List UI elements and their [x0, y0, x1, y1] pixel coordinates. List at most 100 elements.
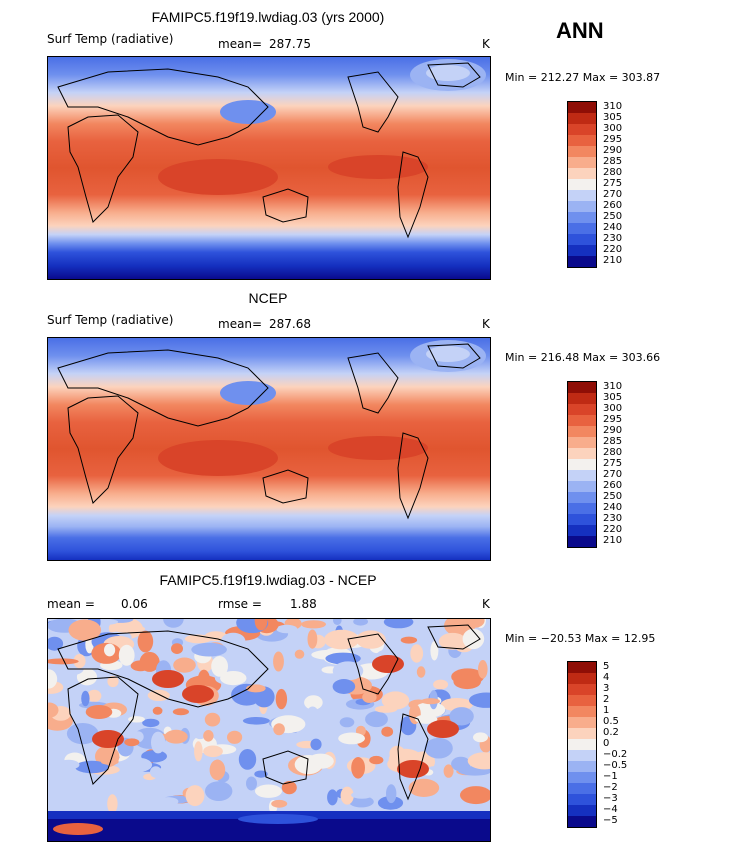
diff-map-patch [137, 630, 154, 653]
panel2-colorbar-cell [568, 481, 596, 492]
panel2-colorbar-label: 240 [603, 502, 623, 513]
diff-map-patch [254, 770, 268, 778]
diff-map-patch [85, 705, 113, 719]
diff-map-patch [130, 660, 151, 672]
panel3-colorbar-cell [568, 772, 596, 783]
panel3-map-svg [48, 619, 490, 841]
diff-map-patch [254, 619, 268, 631]
panel3-colorbar-cell [568, 761, 596, 772]
diff-map-patch [158, 797, 179, 806]
diff-map-patch [377, 738, 390, 748]
diff-map-patch [160, 763, 187, 771]
panel1-colorbar-cell [568, 135, 596, 146]
panel2-mean-label: mean= [218, 317, 263, 331]
diff-map-hotspot [182, 685, 214, 703]
diff-map-patch [408, 778, 440, 797]
diff-map-hotspot [427, 720, 459, 738]
panel2-map [47, 337, 491, 561]
panel2-colorbar-cell [568, 448, 596, 459]
diff-map-patch [118, 644, 135, 666]
panel1-title: FAMIPC5.f19f19.lwdiag.03 (yrs 2000) [151, 9, 385, 25]
diff-map-patch [48, 636, 64, 651]
panel2-variable: Surf Temp (radiative) [47, 313, 174, 327]
diff-map-patch [353, 619, 368, 626]
panel3-colorbar-cell [568, 783, 596, 794]
diff-map-patch [74, 760, 109, 774]
diff-map-patch [332, 661, 364, 681]
panel3-colorbar-label: 2 [603, 694, 610, 705]
diff-map-patch [142, 718, 160, 728]
diff-map-patch [255, 784, 282, 798]
diff-map-patch [381, 726, 394, 737]
diff-map-patch [369, 755, 384, 765]
diff-map-patch [460, 786, 490, 805]
panel2-colorbar-cell [568, 525, 596, 536]
panel2-colorbar-cell [568, 514, 596, 525]
diff-map-patch [449, 707, 474, 726]
panel1-colorbar-cell [568, 256, 596, 267]
panel2-colorbar-cell [568, 536, 596, 547]
diff-map-patch [374, 705, 398, 713]
diff-map-patch [152, 706, 163, 715]
diff-map-patch [48, 702, 59, 718]
panel3-colorbar-label: −5 [603, 815, 618, 826]
panel1-colorbar-label: 310 [603, 101, 623, 112]
panel3-colorbar-cell [568, 673, 596, 684]
diff-map-patch [433, 679, 449, 690]
diff-map-patch [271, 799, 288, 808]
diff-map-patch [421, 698, 440, 705]
panel2-colorbar-label: 310 [603, 381, 623, 392]
panel3-colorbar-cell [568, 728, 596, 739]
panel3-minmax: Min = −20.53 Max = 12.95 [505, 632, 656, 645]
panel1-colorbar [567, 101, 597, 268]
panel1-colorbar-label: 280 [603, 167, 623, 178]
panel1-colorbar-label: 220 [603, 244, 623, 255]
diff-map-patch [273, 723, 285, 736]
diff-map-patch [276, 624, 298, 634]
panel3-rmse-label: rmse = [218, 597, 262, 611]
panel3-colorbar-label: −0.2 [603, 749, 628, 760]
diff-map-patch [467, 752, 490, 770]
diff-map-patch [469, 692, 490, 708]
panel3-colorbar-cell [568, 750, 596, 761]
diff-map-patch [124, 738, 140, 747]
panel1-variable: Surf Temp (radiative) [47, 32, 174, 46]
panel3-colorbar-cell [568, 805, 596, 816]
panel2-title: NCEP [248, 290, 288, 306]
diff-map-patch [173, 657, 196, 673]
panel1-mean-label: mean= [218, 37, 263, 51]
diff-map-patch [204, 712, 221, 727]
diff-map-patch [48, 658, 79, 665]
panel3-colorbar-cell [568, 739, 596, 750]
panel2-colorbar-cell [568, 503, 596, 514]
diff-map-patch [351, 791, 373, 799]
diff-map-patch [107, 675, 119, 688]
diff-map-patch [304, 695, 323, 710]
diff-map-patch [348, 796, 374, 808]
diff-map-patch [203, 745, 223, 758]
panel3-colorbar-label: 0 [603, 738, 610, 749]
diff-map-patch [362, 691, 377, 703]
panel2-colorbar-label: 275 [603, 458, 623, 469]
panel2-colorbar-cell [568, 470, 596, 481]
panel3-colorbar-label: 1 [603, 705, 610, 716]
panel2-units: K [482, 317, 490, 331]
diff-map-patch [73, 654, 86, 669]
diff-map-patch [48, 669, 58, 689]
panel1-colorbar-label: 290 [603, 145, 623, 156]
diff-map-patch [147, 689, 170, 701]
diff-map-patch [296, 680, 322, 689]
panel2-colorbar [567, 381, 597, 548]
panel1-colorbar-cell [568, 113, 596, 124]
diff-map-patch [365, 711, 388, 728]
diff-map-patch [87, 689, 102, 702]
diff-map-patch [179, 625, 189, 638]
diff-map-patch [120, 769, 138, 788]
diff-map-patch [400, 636, 418, 644]
panel3-colorbar-label: 4 [603, 672, 610, 683]
diff-map-patch [333, 619, 342, 625]
diff-map-patch [275, 688, 288, 710]
diff-map-patch [221, 632, 246, 649]
panel2-colorbar-label: 300 [603, 403, 623, 414]
diff-map-patch [263, 728, 276, 750]
